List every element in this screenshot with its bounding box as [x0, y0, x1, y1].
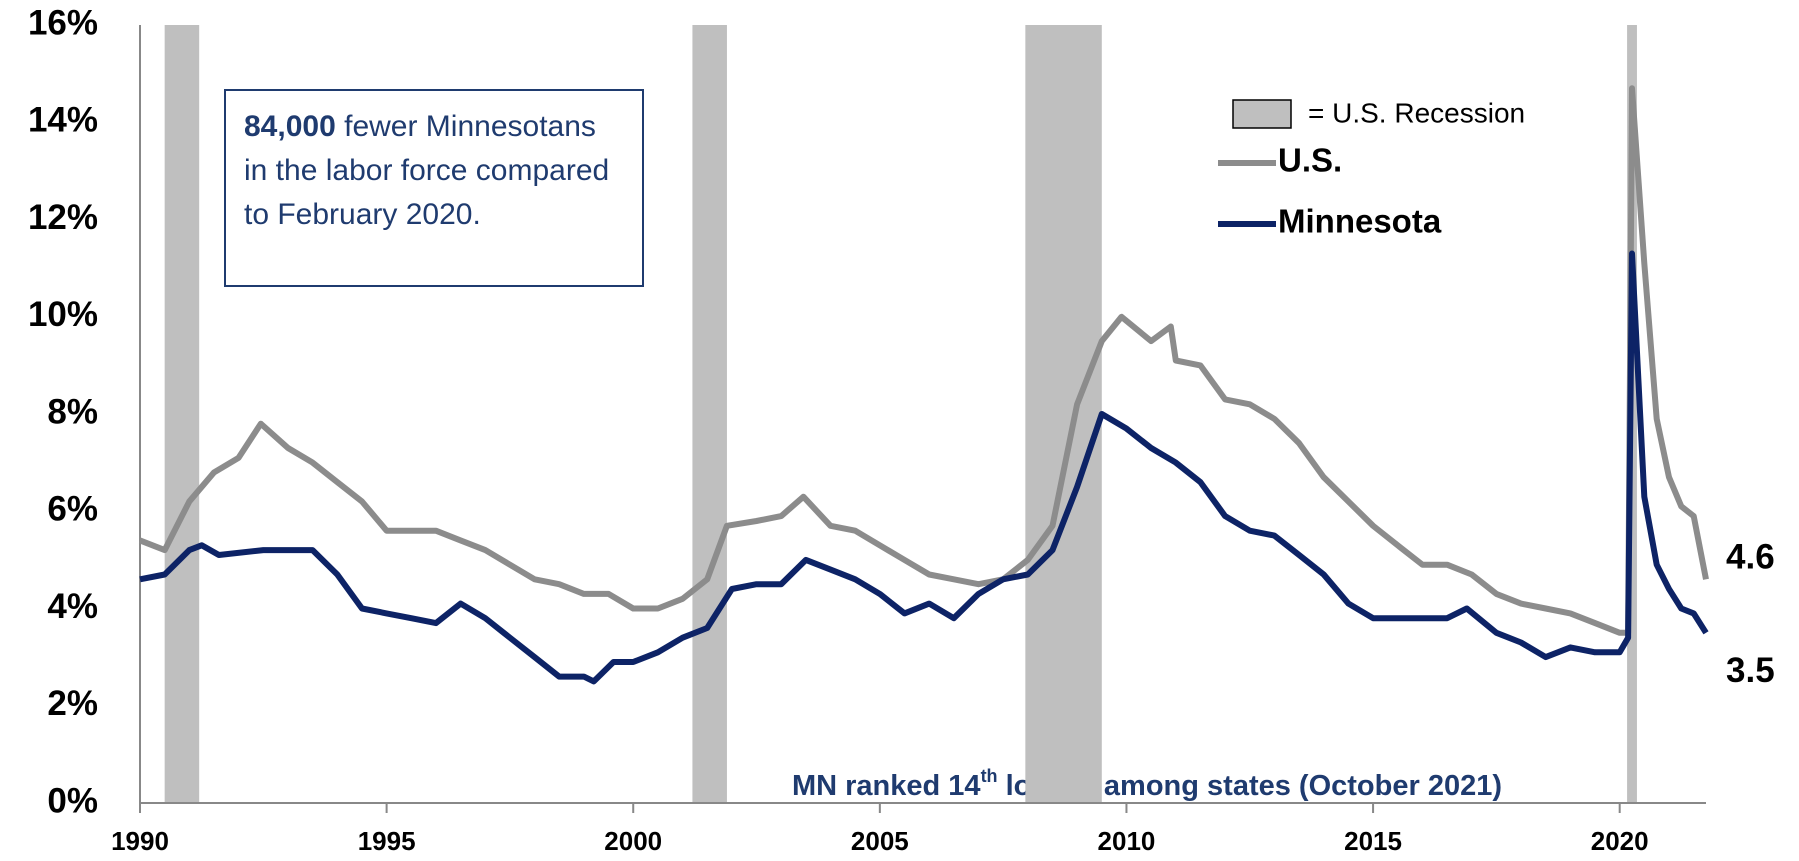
footnote-part: MN ranked 14: [792, 770, 981, 802]
end-label: 3.5: [1726, 651, 1775, 690]
y-tick-label: 6%: [47, 490, 98, 529]
x-tick-label: 2020: [1591, 826, 1649, 856]
x-tick-label: 1995: [358, 826, 416, 856]
annotation-text: fewer Minnesotans in the labor force com…: [244, 110, 610, 231]
series-line: [139, 250, 1709, 685]
end-label: 4.6: [1726, 538, 1775, 577]
y-tick-label: 10%: [28, 295, 98, 334]
x-tick-label: 2015: [1344, 826, 1402, 856]
recession-band: [1025, 25, 1102, 803]
annotation-bold: 84,000: [244, 110, 336, 143]
y-tick-label: 16%: [28, 3, 98, 42]
y-tick-label: 2%: [47, 684, 98, 723]
x-tick-label: 2000: [604, 826, 662, 856]
series-line: [138, 85, 1709, 636]
legend-label: U.S.: [1278, 142, 1342, 179]
legend-label: Minnesota: [1278, 203, 1442, 240]
y-tick-label: 4%: [47, 587, 98, 626]
footnote: MN ranked 14th lowest among states (Octo…: [792, 766, 1502, 802]
x-tick-label: 2010: [1098, 826, 1156, 856]
y-tick-label: 8%: [47, 392, 98, 431]
footnote-sup: th: [981, 766, 998, 786]
recession-legend-label: = U.S. Recession: [1308, 97, 1525, 128]
x-tick-label: 2005: [851, 826, 909, 856]
y-tick-label: 14%: [28, 101, 98, 140]
annotation-box: 84,000 fewer Minnesotans in the labor fo…: [224, 89, 644, 287]
x-tick-label: 1990: [111, 826, 169, 856]
y-tick-label: 0%: [47, 781, 98, 820]
y-tick-label: 12%: [28, 198, 98, 237]
recession-band: [164, 25, 200, 803]
recession-legend-swatch: [1232, 99, 1292, 129]
recession-band: [692, 25, 727, 803]
